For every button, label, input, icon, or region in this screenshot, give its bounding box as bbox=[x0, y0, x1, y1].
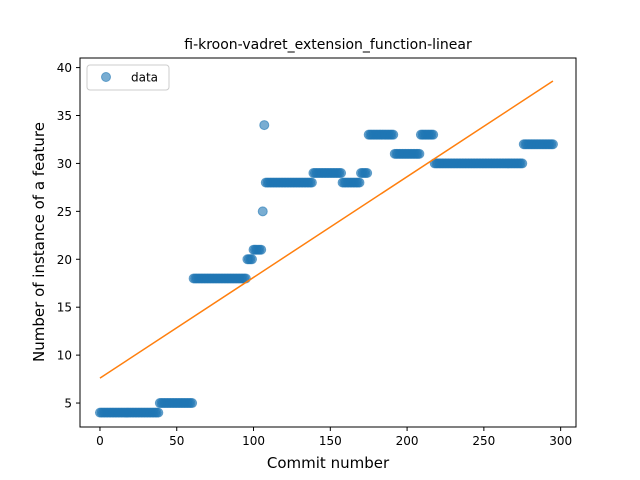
fit-line-segment bbox=[99, 80, 554, 379]
data-point bbox=[257, 206, 268, 217]
data-point bbox=[388, 129, 399, 140]
x-tick-label: 50 bbox=[169, 434, 184, 448]
data-point bbox=[336, 168, 347, 179]
x-tick-label: 250 bbox=[472, 434, 495, 448]
legend: data bbox=[86, 64, 170, 91]
legend-box bbox=[86, 64, 170, 91]
y-tick-label: 15 bbox=[57, 301, 72, 315]
y-tick-label: 40 bbox=[57, 61, 72, 75]
data-point bbox=[187, 398, 198, 409]
x-tick-label: 300 bbox=[549, 434, 572, 448]
y-tick-label: 25 bbox=[57, 205, 72, 219]
y-tick-label: 5 bbox=[64, 397, 72, 411]
data-point bbox=[259, 120, 270, 131]
data-point bbox=[547, 139, 558, 150]
x-tick-label: 200 bbox=[396, 434, 419, 448]
data-point bbox=[428, 129, 439, 140]
data-point bbox=[517, 158, 528, 169]
x-axis-label: Commit number bbox=[267, 454, 390, 472]
plot-frame bbox=[79, 57, 577, 428]
y-tick-label: 30 bbox=[57, 157, 72, 171]
y-tick-label: 20 bbox=[57, 253, 72, 267]
x-tick-label: 150 bbox=[319, 434, 342, 448]
data-point bbox=[414, 148, 425, 159]
data-point bbox=[354, 177, 365, 188]
data-point bbox=[153, 407, 164, 418]
data-point bbox=[246, 254, 257, 265]
chart-title: fi-kroon-vadret_extension_function-linea… bbox=[184, 37, 472, 53]
data-point bbox=[306, 177, 317, 188]
y-tick-label: 10 bbox=[57, 349, 72, 363]
data-point bbox=[256, 244, 267, 255]
data-point bbox=[362, 168, 373, 179]
x-axis: 0 50 100 150 200 250 300 bbox=[96, 427, 572, 448]
x-tick-label: 0 bbox=[96, 434, 104, 448]
legend-label-data: data bbox=[131, 71, 158, 85]
y-axis-label: Number of instance of a feature bbox=[30, 122, 48, 362]
fit-line bbox=[99, 80, 554, 379]
x-tick-label: 100 bbox=[242, 434, 265, 448]
legend-marker-data bbox=[101, 72, 111, 82]
y-axis: 5 10 15 20 25 30 35 40 bbox=[57, 61, 80, 411]
y-tick-label: 35 bbox=[57, 109, 72, 123]
scatter-points bbox=[94, 120, 558, 418]
